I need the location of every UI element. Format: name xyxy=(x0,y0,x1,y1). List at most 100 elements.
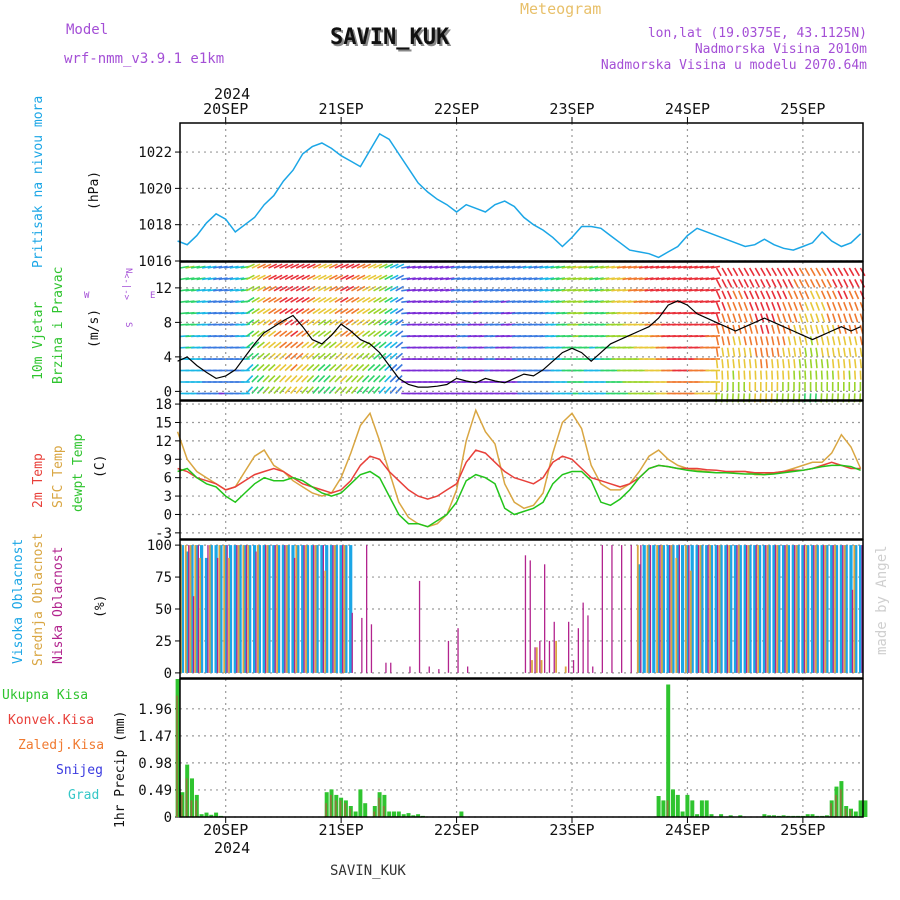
wind-arrow xyxy=(787,279,794,288)
wind-arrow xyxy=(312,319,321,326)
wind-arrow xyxy=(301,319,310,326)
wind-arrow xyxy=(317,375,326,383)
wind-arrow xyxy=(804,359,807,369)
wind-arrow xyxy=(373,285,382,292)
wind-arrow xyxy=(256,308,266,315)
conv-precip-bar xyxy=(339,800,342,817)
wind-arrow xyxy=(843,279,849,288)
wind-arrow xyxy=(323,285,333,292)
y-tick-label: 50 xyxy=(155,602,172,618)
wind-arrow xyxy=(798,324,803,334)
high-cloud-bar xyxy=(786,545,790,673)
wind-arrow xyxy=(715,313,721,323)
wind-arrow xyxy=(262,263,272,269)
wind-arrow xyxy=(328,319,338,326)
wind-arrow xyxy=(732,347,736,357)
y-tick-label: 4 xyxy=(164,350,172,366)
wind-arrow xyxy=(655,277,665,281)
wind-arrow xyxy=(622,265,632,269)
total-precip-bar xyxy=(728,815,733,817)
mid-cloud-bar xyxy=(675,557,678,673)
wind-arrow xyxy=(732,370,735,380)
low-cloud-bar xyxy=(539,640,541,673)
high-cloud-bar xyxy=(753,545,757,673)
wind-arrow xyxy=(279,386,287,394)
wind-arrow xyxy=(201,288,212,292)
wind-arrow xyxy=(290,296,299,303)
wind-arrow xyxy=(561,277,571,281)
wind-speed-line xyxy=(177,300,861,388)
high-cloud-bar xyxy=(253,545,257,673)
wind-arrow xyxy=(434,265,444,269)
wind-arrow xyxy=(837,347,841,357)
wind-arrow xyxy=(328,386,337,394)
wind-arrow xyxy=(820,370,823,380)
wind-arrow xyxy=(384,330,393,338)
wind-arrow xyxy=(771,279,777,288)
wind-arrow xyxy=(373,375,381,383)
wind-arrow xyxy=(279,263,289,269)
wind-arrow xyxy=(572,277,582,281)
wind-arrow xyxy=(351,274,360,281)
wind-arrow xyxy=(776,324,781,334)
wind-arrow xyxy=(251,330,260,338)
low-cloud-bar xyxy=(544,564,546,673)
wind-arrow xyxy=(351,296,360,303)
wind-arrow xyxy=(831,370,834,380)
wind-arrow xyxy=(323,274,333,281)
wind-arrow xyxy=(815,301,821,311)
compass-w: W xyxy=(84,291,90,301)
high-cloud-bar xyxy=(685,545,689,673)
wind-arrow xyxy=(312,263,322,269)
bottom-year-label: 2024 xyxy=(214,839,250,857)
low-cloud-bar xyxy=(255,551,257,673)
wind-arrow xyxy=(804,370,807,380)
wind-arrow xyxy=(284,341,293,349)
wind-arrow xyxy=(301,308,310,315)
compass-n: N xyxy=(123,268,133,273)
low-cloud-bar xyxy=(361,617,363,673)
panel-cloud: 0 25 50 75 100 xyxy=(147,538,863,682)
wind-arrow xyxy=(245,386,254,394)
wind-arrow xyxy=(378,308,388,315)
wind-arrow xyxy=(732,359,735,369)
wind-arrow xyxy=(317,386,325,394)
wind-arrow xyxy=(268,285,277,292)
wind-arrow xyxy=(224,277,234,281)
wind-arrow xyxy=(328,274,338,281)
wind-arrow xyxy=(721,279,727,288)
wind-arrow xyxy=(782,290,788,300)
y-tick-label: 12 xyxy=(155,434,172,450)
wind-arrow xyxy=(760,279,766,288)
wind-arrow xyxy=(804,279,810,288)
wind-arrow xyxy=(815,347,819,357)
low-cloud-bar xyxy=(366,545,368,673)
wind-arrow xyxy=(384,308,393,315)
wind-arrow xyxy=(323,375,331,383)
panel-border-pressure xyxy=(179,122,864,262)
wind-arrow xyxy=(699,277,709,281)
mid-cloud-bar xyxy=(531,660,533,673)
wind-arrow xyxy=(533,277,544,281)
wind-arrow xyxy=(306,386,314,394)
wind-arrow xyxy=(279,274,288,281)
cloud-unit: (%) xyxy=(93,595,108,618)
wind-arrow xyxy=(787,290,793,300)
wind-arrow xyxy=(262,285,272,292)
wind-arrow xyxy=(710,335,721,338)
wind-arrow xyxy=(837,267,844,277)
wind-arrow xyxy=(787,359,791,369)
wind-arrow xyxy=(721,336,725,346)
wind-arrow xyxy=(306,352,315,360)
high-cloud-bar xyxy=(310,545,314,673)
wind-arrow xyxy=(395,386,403,394)
wind-arrow xyxy=(809,347,813,357)
wind-arrow xyxy=(776,267,783,277)
wind-arrow xyxy=(196,277,206,281)
y-tick-label: 100 xyxy=(147,538,172,554)
wind-arrow xyxy=(627,277,638,281)
top-day-label: 20SEP xyxy=(203,100,248,118)
wind-arrow xyxy=(544,265,555,269)
total-precip-bar xyxy=(204,812,209,817)
